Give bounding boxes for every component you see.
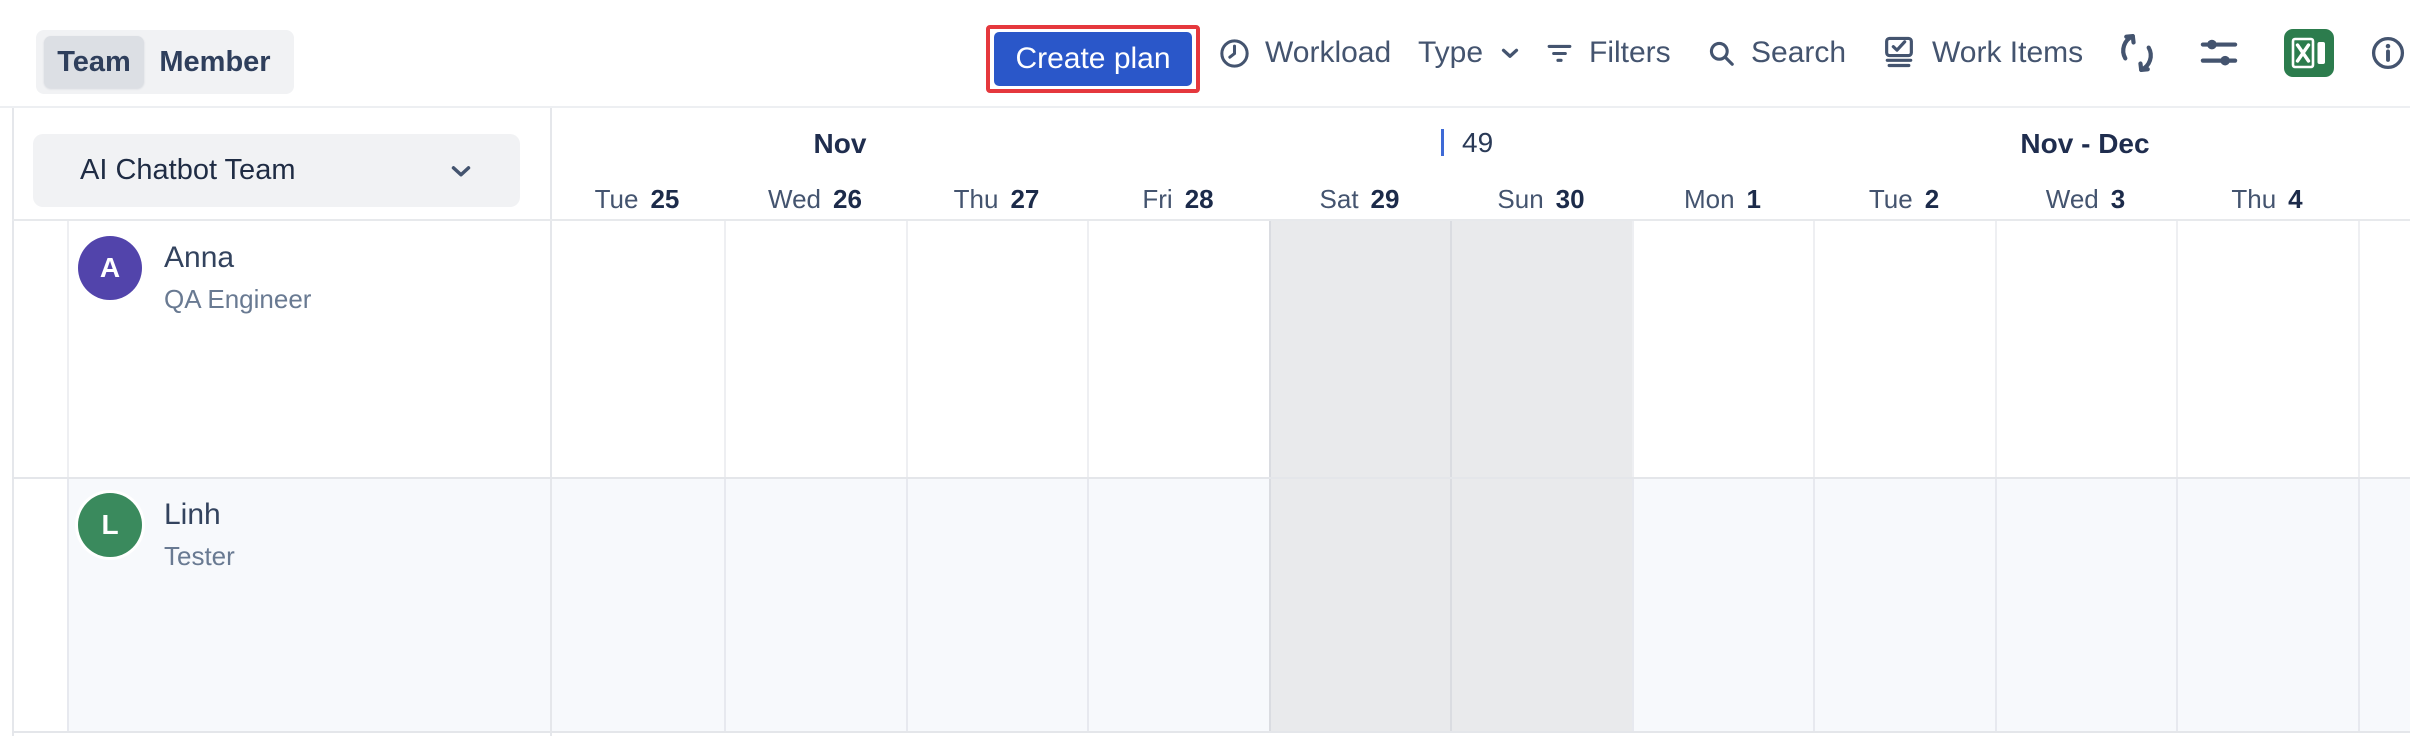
work-items-label: Work Items xyxy=(1932,36,2084,69)
grid-column-line xyxy=(724,221,726,731)
grid-column-line xyxy=(1995,221,1997,731)
grid-column-line xyxy=(906,221,908,731)
day-header: Sun 30 xyxy=(1497,183,1585,214)
filters-button[interactable]: Filters xyxy=(1544,0,1671,106)
row-highlight-linh xyxy=(67,479,2410,731)
day-header: Fri5 xyxy=(2358,180,2410,218)
type-dropdown[interactable]: Type xyxy=(1418,0,1523,106)
work-items-icon xyxy=(1880,34,1918,72)
grid-column-line xyxy=(2176,221,2178,731)
toggle-member-button[interactable]: Member xyxy=(159,45,271,78)
member-row-anna[interactable]: A Anna QA Engineer xyxy=(67,222,550,477)
workload-label: Workload xyxy=(1265,36,1392,69)
row-divider xyxy=(12,731,2410,733)
search-icon xyxy=(1706,38,1737,69)
toggle-team-button[interactable]: Team xyxy=(44,36,144,88)
day-header: Thu 4 xyxy=(2231,183,2303,214)
schedule-lane-linh[interactable] xyxy=(550,479,2410,731)
day-header: Mon 1 xyxy=(1683,183,1762,214)
member-name: Anna xyxy=(164,241,235,274)
chevron-down-icon xyxy=(451,165,471,176)
settings-sliders-button[interactable] xyxy=(2196,0,2242,106)
grid-column-line xyxy=(2358,221,2360,731)
grid-column-line xyxy=(1087,221,1089,731)
excel-icon xyxy=(2284,29,2334,77)
day-header: Wed 26 xyxy=(768,183,862,214)
filters-label: Filters xyxy=(1589,36,1671,69)
search-label: Search xyxy=(1751,36,1847,69)
day-header: Thu 27 xyxy=(953,183,1040,214)
weekend-shading xyxy=(1269,221,1632,731)
avatar: A xyxy=(78,236,142,300)
info-icon xyxy=(2370,35,2406,71)
grid-column-line xyxy=(1269,221,1271,731)
view-toggle: Team Member xyxy=(36,30,294,94)
panel-left-border xyxy=(12,20,14,736)
avatar: L xyxy=(78,493,142,557)
work-items-button[interactable]: Work Items xyxy=(1880,0,2083,106)
month-segment-label: Nov xyxy=(813,128,867,159)
info-button[interactable] xyxy=(2370,0,2406,106)
member-list-left-border xyxy=(67,221,69,731)
toolbar-divider xyxy=(0,106,2410,108)
member-row-linh[interactable]: L Linh Tester xyxy=(67,479,550,731)
day-header: Wed 3 xyxy=(2045,183,2126,214)
day-header: Tue 2 xyxy=(1868,183,1940,214)
annotation-highlight-box: Create plan xyxy=(986,25,1200,93)
filter-lines-icon xyxy=(1544,38,1575,69)
week-number: 49 xyxy=(1462,127,1494,158)
grid-column-line xyxy=(1813,221,1815,731)
row-divider xyxy=(12,477,2410,479)
member-role: QA Engineer xyxy=(164,284,312,314)
schedule-lane-anna[interactable] xyxy=(550,221,2410,477)
day-header: Tue 25 xyxy=(594,183,680,214)
sliders-icon xyxy=(2196,30,2242,76)
type-label: Type xyxy=(1418,36,1484,69)
week-marker-tick xyxy=(1441,129,1444,156)
member-role: Tester xyxy=(164,541,235,571)
member-name: Linh xyxy=(164,498,221,531)
sync-button[interactable] xyxy=(2114,0,2160,106)
toolbar: Team Member Create plan Workload Type xyxy=(0,0,2410,106)
team-selector-dropdown[interactable]: AI Chatbot Team xyxy=(33,134,520,207)
grid-column-line xyxy=(1450,221,1452,731)
search-button[interactable]: Search xyxy=(1706,0,1846,106)
clock-icon xyxy=(1218,37,1251,70)
member-panel-border xyxy=(550,107,552,736)
chevron-down-icon xyxy=(1497,40,1523,66)
team-selector-value: AI Chatbot Team xyxy=(80,154,296,186)
day-header: Fri 28 xyxy=(1142,183,1214,214)
grid-column-line xyxy=(1632,221,1634,731)
create-plan-button[interactable]: Create plan xyxy=(994,32,1192,86)
day-header: Sat 29 xyxy=(1319,183,1400,214)
workload-button[interactable]: Workload xyxy=(1218,0,1391,106)
header-grid-divider xyxy=(12,219,2410,221)
export-excel-button[interactable] xyxy=(2284,0,2334,106)
sync-icon xyxy=(2114,30,2160,76)
month-segment-label: Nov - Dec xyxy=(2020,128,2150,159)
